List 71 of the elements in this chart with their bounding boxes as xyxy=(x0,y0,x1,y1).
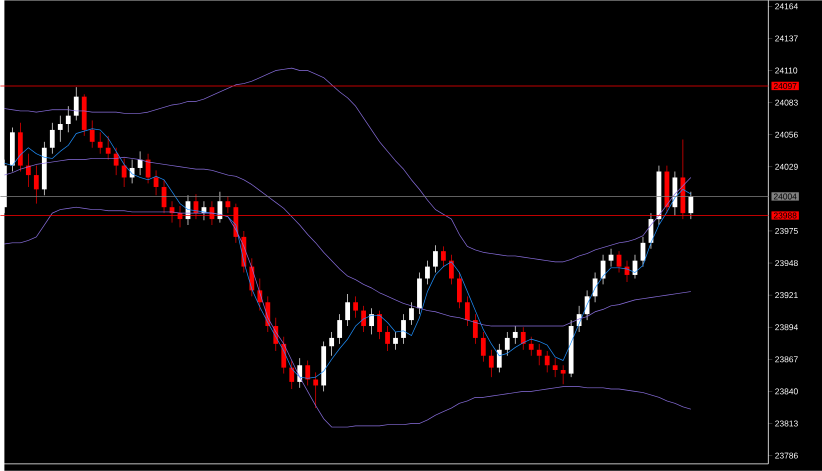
candlestick xyxy=(385,326,390,352)
candlestick xyxy=(377,310,382,340)
candlestick xyxy=(289,360,294,390)
candlestick xyxy=(600,254,606,285)
y-tick-label: 23840 xyxy=(775,388,798,394)
y-tick-label: 24164 xyxy=(775,3,798,10)
y-tick-label: 23921 xyxy=(775,292,798,298)
candlestick xyxy=(441,246,446,268)
ref-line-label: 24097 xyxy=(774,83,796,89)
candlestick xyxy=(480,332,486,362)
candlestick xyxy=(560,364,566,385)
candlestick xyxy=(425,260,430,285)
candlestick xyxy=(433,244,438,273)
candlestick xyxy=(122,158,127,188)
candlestick xyxy=(353,296,358,318)
candlestick xyxy=(114,147,119,176)
candlestick xyxy=(401,314,406,344)
candlestick xyxy=(488,350,494,378)
y-tick-label: 23813 xyxy=(775,420,798,427)
y-tick-label: 24056 xyxy=(775,132,798,138)
candlestick xyxy=(688,191,694,220)
candlestick xyxy=(58,115,63,142)
candlestick xyxy=(90,120,95,148)
candlestick xyxy=(393,332,398,350)
candlestick xyxy=(472,314,478,344)
y-tick-label: 23948 xyxy=(775,260,798,266)
candlestick xyxy=(369,308,374,335)
candlestick xyxy=(504,332,510,356)
candlestick xyxy=(154,170,158,196)
candlestick xyxy=(640,236,646,268)
candlestick xyxy=(616,250,622,273)
y-tick-label: 23786 xyxy=(775,452,798,459)
candlestick xyxy=(162,180,166,214)
candlestick xyxy=(512,326,518,344)
y-tick-label: 23867 xyxy=(775,356,798,362)
candlestick xyxy=(584,290,590,320)
candlestick xyxy=(632,254,638,279)
candlestick xyxy=(218,191,222,224)
y-tick-label: 23975 xyxy=(775,228,798,234)
candlestick xyxy=(329,332,334,356)
candlestick xyxy=(98,132,103,154)
candlestick xyxy=(50,122,55,154)
candlestick xyxy=(138,151,142,176)
candlestick xyxy=(464,296,470,326)
candlestick xyxy=(146,153,150,184)
candlestick xyxy=(528,336,534,356)
y-tick-label: 24110 xyxy=(775,68,798,74)
candlestick xyxy=(66,106,71,133)
y-tick-label: 24029 xyxy=(775,164,798,170)
candlestick xyxy=(456,272,462,309)
ref-line-label: 24004 xyxy=(774,194,797,200)
candlestick xyxy=(74,86,79,121)
candlestick xyxy=(361,306,366,332)
candlestick xyxy=(409,302,414,326)
candlestick xyxy=(544,350,550,373)
candlestick xyxy=(345,294,350,326)
candlestick xyxy=(313,372,318,408)
candlestick xyxy=(226,196,230,214)
ref-line-label: 23988 xyxy=(774,212,797,219)
candlestick xyxy=(130,159,135,184)
candlestick xyxy=(337,314,342,344)
candlestick xyxy=(608,248,614,268)
candlestick xyxy=(592,272,598,303)
y-tick-label: 24137 xyxy=(775,36,798,42)
candlestick xyxy=(34,165,39,204)
candlestick xyxy=(648,212,654,250)
candlestick xyxy=(624,260,630,282)
y-tick-label: 24083 xyxy=(775,100,798,106)
y-tick-label: 23894 xyxy=(775,324,798,330)
candlestick xyxy=(449,254,454,285)
candlestick xyxy=(202,200,206,221)
